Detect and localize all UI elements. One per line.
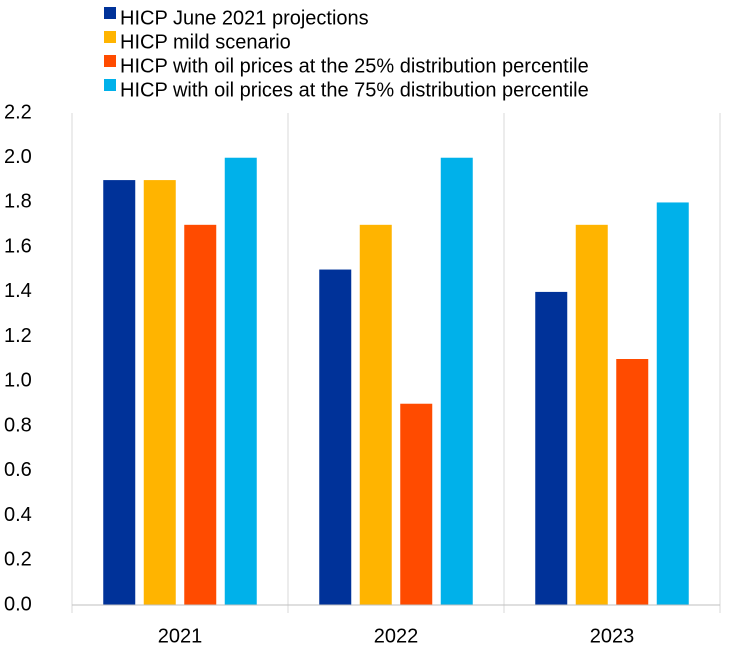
y-tick-label: 1.2 [4, 325, 32, 347]
legend-swatch [104, 55, 116, 67]
legend-swatch [104, 31, 116, 43]
grid-lines [71, 113, 721, 613]
y-tick-label: 1.6 [4, 235, 32, 257]
y-tick-label: 0.4 [4, 504, 32, 526]
bar [184, 224, 217, 605]
bars [103, 157, 689, 606]
bar [143, 180, 176, 605]
y-tick-label: 0.0 [4, 593, 32, 615]
legend-label: HICP mild scenario [120, 31, 291, 53]
legend-label: HICP with oil prices at the 75% distribu… [120, 79, 589, 101]
y-tick-label: 0.2 [4, 549, 32, 571]
bar [440, 157, 473, 605]
y-tick-label: 1.8 [4, 191, 32, 213]
bar [224, 157, 257, 605]
y-tick-label: 1.4 [4, 280, 32, 302]
bar [575, 224, 608, 605]
bar [359, 224, 392, 605]
bar [535, 291, 568, 605]
bar [656, 202, 689, 606]
x-tick-label: 2023 [590, 625, 635, 647]
y-tick-label: 2.2 [4, 101, 32, 123]
x-tick-label: 2021 [158, 625, 203, 647]
bar [400, 403, 433, 605]
y-tick-label: 0.6 [4, 459, 32, 481]
y-tick-label: 1.0 [4, 370, 32, 392]
x-tick-label: 2022 [374, 625, 419, 647]
bar [616, 359, 649, 605]
y-tick-label: 2.0 [4, 146, 32, 168]
y-tick-label: 0.8 [4, 414, 32, 436]
bar [319, 269, 352, 605]
legend-label: HICP with oil prices at the 25% distribu… [120, 55, 589, 77]
legend-swatch [104, 7, 116, 19]
x-axis: 2021 2022 2023 [158, 625, 635, 647]
legend-label: HICP June 2021 projections [120, 7, 369, 29]
legend-swatch [104, 79, 116, 91]
bar [103, 180, 136, 605]
y-axis: 0.0 0.2 0.4 0.6 0.8 1.0 1.2 1.4 1.6 1.8 2.0 2.2 [4, 101, 32, 615]
